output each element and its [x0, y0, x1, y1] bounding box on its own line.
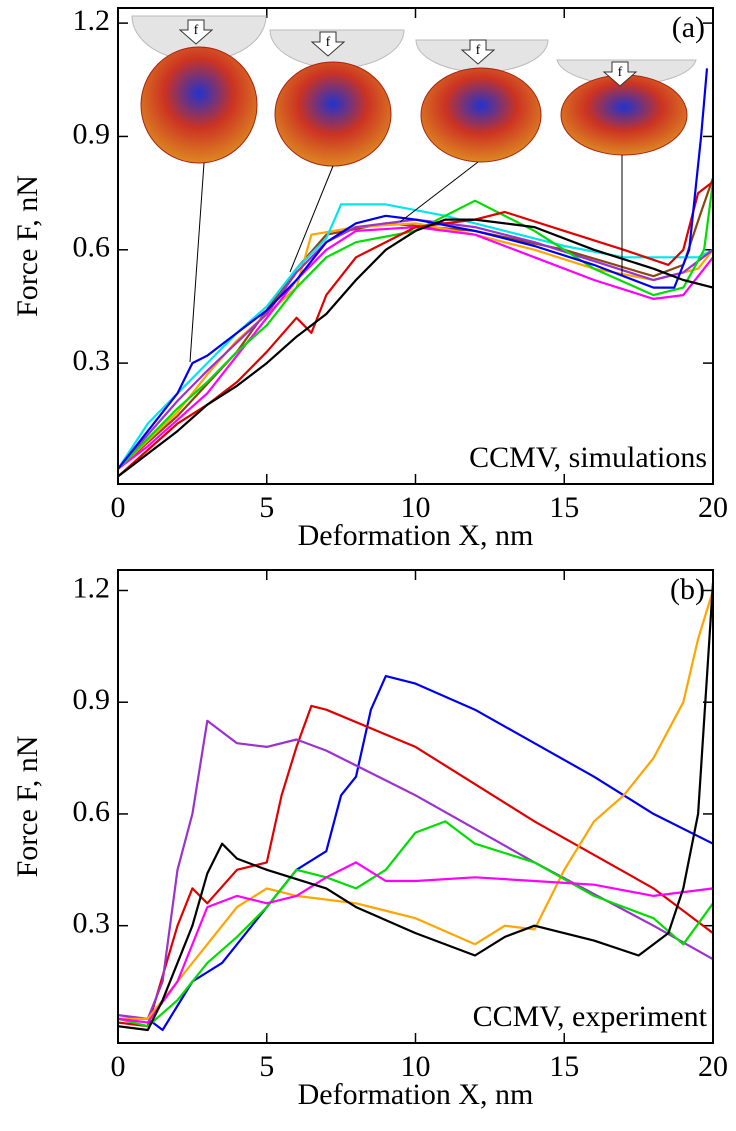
series-line: [117, 704, 714, 1028]
x-tick-label: 5: [259, 491, 274, 524]
series-line: [117, 203, 714, 470]
x-axis-label: Deformation X, nm: [298, 519, 534, 552]
series-line: [117, 181, 715, 470]
x-tick-label: 20: [698, 1050, 728, 1083]
x-tick-label: 20: [698, 491, 728, 524]
indenter-label: f: [194, 23, 199, 38]
capsid-illustrations: f f f f: [131, 15, 697, 363]
y-tick-label: 1.2: [73, 571, 111, 604]
series-line: [117, 226, 714, 470]
x-tick-label: 0: [111, 1050, 126, 1083]
x-tick-label: 0: [111, 491, 126, 524]
y-tick-label: 0.9: [73, 683, 111, 716]
y-tick-label: 0.9: [73, 117, 111, 150]
series-line: [117, 582, 715, 1032]
x-tick-label: 15: [549, 491, 579, 524]
series-line: [118, 590, 715, 1020]
pointer: [399, 161, 479, 223]
series-line: [118, 674, 714, 1032]
y-tick-label: 0.6: [73, 231, 111, 264]
series-line: [117, 218, 714, 470]
panel: 0 5 10 15 20 0.3 0.6 0.9 1.2 (a) CCMV, simulations…: [11, 4, 728, 552]
plot-frame: [117, 569, 714, 1044]
series-line: [117, 719, 714, 1020]
x-tick-label: 10: [401, 1050, 431, 1083]
pointer: [289, 165, 334, 273]
indenter-label: f: [476, 43, 481, 58]
x-tick-label: 15: [549, 1050, 579, 1083]
indenter-label: f: [326, 35, 331, 50]
y-tick-label: 0.3: [73, 907, 111, 940]
panel: 0 5 10 15 20 0.3 0.6 0.9 1.2 (b) CCMV, experiment D…: [11, 569, 728, 1111]
x-tick-label: 5: [259, 1050, 274, 1083]
series-line: [117, 218, 714, 478]
y-tick-label: 0.3: [73, 344, 111, 377]
y-tick-label: 0.6: [73, 795, 111, 828]
series-line: [117, 820, 714, 1028]
series-line: [117, 177, 715, 470]
y-axis-label: Force F, nN: [11, 175, 44, 317]
pointer: [189, 162, 205, 363]
series-line: [117, 68, 709, 470]
plot-frame: [117, 7, 714, 485]
panel-label: (b): [670, 573, 705, 606]
x-axis-label: Deformation X, nm: [298, 1078, 534, 1111]
indenter-label: f: [618, 65, 623, 80]
y-axis-label: Force F, nN: [11, 736, 44, 878]
x-tick-label: 10: [401, 491, 431, 524]
y-tick-label: 1.2: [73, 4, 111, 37]
annotation: CCMV, simulations: [469, 441, 707, 474]
series-line: [117, 861, 714, 1024]
annotation: CCMV, experiment: [473, 1000, 708, 1033]
panel-label: (a): [672, 11, 705, 44]
